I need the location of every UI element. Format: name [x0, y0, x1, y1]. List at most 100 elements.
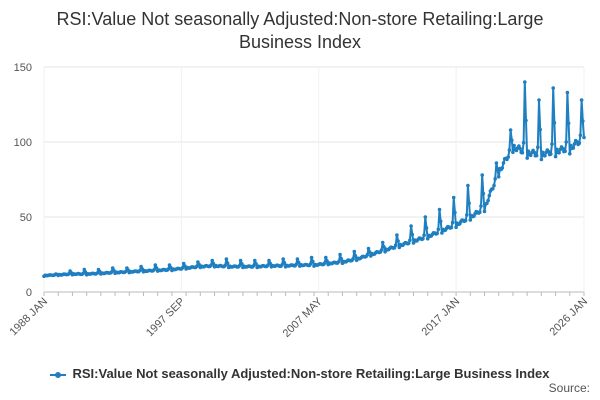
- data-point: [424, 226, 429, 230]
- data-point: [508, 128, 513, 132]
- data-point: [532, 150, 537, 155]
- data-point: [454, 225, 458, 229]
- data-point: [280, 263, 284, 267]
- data-point: [550, 142, 554, 146]
- data-point: [467, 201, 471, 205]
- data-point: [526, 149, 531, 153]
- data-point: [294, 262, 299, 267]
- data-point: [582, 135, 586, 140]
- data-point: [339, 256, 344, 261]
- data-point: [463, 218, 468, 223]
- data-point: [466, 183, 470, 188]
- data-point: [525, 156, 529, 160]
- data-point: [478, 210, 482, 214]
- data-point: [308, 262, 313, 266]
- data-point: [568, 152, 572, 156]
- series-line: [43, 81, 585, 277]
- data-point: [211, 261, 216, 266]
- data-point: [382, 245, 386, 249]
- data-point: [521, 140, 526, 145]
- data-point: [438, 219, 443, 224]
- chart-legend[interactable]: RSI:Value Not seasonally Adjusted:Non-st…: [0, 366, 600, 381]
- data-point: [395, 233, 399, 237]
- data-point: [253, 258, 257, 263]
- data-point: [540, 150, 545, 155]
- data-point: [380, 240, 385, 245]
- data-point: [154, 266, 159, 270]
- data-point: [281, 257, 286, 261]
- data-point: [487, 193, 492, 198]
- data-point: [537, 98, 541, 102]
- data-point: [223, 263, 227, 268]
- data-point: [482, 209, 487, 214]
- data-point: [351, 257, 355, 261]
- x-tick-label: 2017 JAN: [420, 296, 463, 339]
- y-tick-label: 50: [20, 212, 32, 224]
- data-point: [210, 258, 214, 263]
- legend-label: RSI:Value Not seasonally Adjusted:Non-st…: [72, 366, 550, 381]
- data-point: [406, 241, 411, 246]
- data-point: [579, 98, 584, 102]
- data-point: [296, 260, 301, 265]
- y-tick-label: 100: [14, 137, 32, 149]
- data-point: [410, 232, 415, 237]
- data-point: [440, 231, 444, 235]
- data-point: [565, 90, 570, 95]
- data-point: [534, 153, 539, 158]
- data-point: [449, 225, 454, 230]
- data-point: [491, 186, 495, 191]
- data-point: [282, 260, 287, 265]
- data-point: [563, 149, 567, 153]
- data-point: [396, 239, 400, 243]
- x-tick-label: 1997 SEP: [144, 296, 188, 340]
- data-point: [251, 264, 256, 268]
- data-point: [322, 261, 327, 265]
- data-point: [569, 143, 573, 148]
- data-point: [564, 140, 568, 144]
- data-point: [496, 175, 501, 179]
- x-tick-label: 1988 JAN: [7, 296, 50, 339]
- data-point: [240, 262, 244, 266]
- data-point: [225, 261, 230, 265]
- data-point: [539, 157, 544, 162]
- data-point: [486, 198, 490, 203]
- data-point: [325, 259, 329, 263]
- data-point: [560, 146, 565, 151]
- data-point: [481, 191, 486, 196]
- data-point: [511, 150, 515, 155]
- data-point: [581, 119, 585, 123]
- data-point: [237, 264, 242, 268]
- data-point: [425, 236, 430, 241]
- data-point: [551, 86, 555, 90]
- data-point: [494, 161, 499, 165]
- chart-title-line2: Business Index: [238, 32, 362, 52]
- data-point: [254, 262, 258, 266]
- data-point: [153, 263, 158, 267]
- data-point: [500, 166, 505, 170]
- y-tick-label: 0: [26, 287, 32, 299]
- source-label: Source:: [548, 381, 590, 395]
- data-point: [523, 80, 527, 84]
- data-point: [510, 138, 514, 142]
- data-point: [546, 149, 551, 154]
- data-point: [557, 151, 561, 155]
- data-point: [238, 258, 243, 263]
- data-point: [266, 263, 270, 268]
- data-point: [543, 153, 547, 158]
- data-point: [506, 155, 511, 159]
- data-point: [512, 143, 516, 148]
- data-point: [553, 154, 558, 159]
- data-point: [524, 118, 528, 123]
- data-point: [572, 142, 577, 146]
- x-tick-label: 2007 MAY: [281, 295, 326, 340]
- data-point: [337, 259, 341, 264]
- data-point: [224, 257, 229, 261]
- data-point: [152, 268, 156, 272]
- data-point: [552, 121, 557, 125]
- y-tick-label: 150: [14, 62, 32, 74]
- data-point: [536, 145, 540, 149]
- data-point: [295, 257, 300, 261]
- data-point: [366, 246, 371, 251]
- data-point: [352, 249, 357, 254]
- chart-title: RSI:Value Not seasonally Adjusted:Non-st…: [0, 8, 600, 54]
